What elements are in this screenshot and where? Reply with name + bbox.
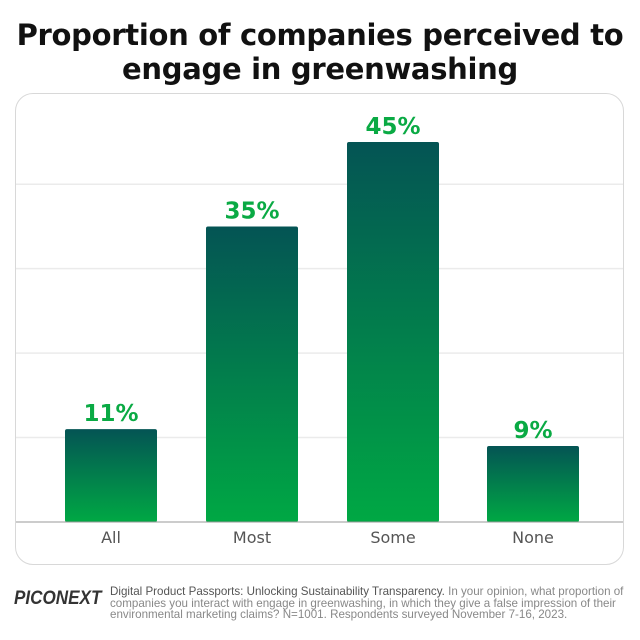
chart-title-line: Proportion of companies perceived to [16, 18, 624, 52]
footer-source: Digital Product Passports: Unlocking Sus… [110, 586, 630, 621]
source-title: Digital Product Passports: Unlocking Sus… [110, 585, 445, 598]
data-label: 11% [83, 401, 138, 427]
data-label: 35% [224, 198, 279, 224]
bar-most [206, 226, 298, 522]
bar-all [65, 429, 157, 522]
x-tick-label: None [512, 528, 554, 547]
data-label: 9% [513, 418, 552, 444]
x-tick-label: All [101, 528, 121, 547]
chart-title-line: engage in greenwashing [122, 52, 518, 86]
source-text: In your opinion, what proportion of comp… [110, 585, 624, 621]
bar-some [347, 142, 439, 522]
piconext-logo: PICONEXT [14, 588, 102, 609]
x-tick-label: Some [370, 528, 415, 547]
x-tick-label: Most [233, 528, 271, 547]
data-label: 45% [365, 114, 420, 140]
bar-none [487, 446, 579, 522]
chart-panel [15, 93, 624, 565]
chart-title: Proportion of companies perceived to eng… [0, 18, 640, 86]
